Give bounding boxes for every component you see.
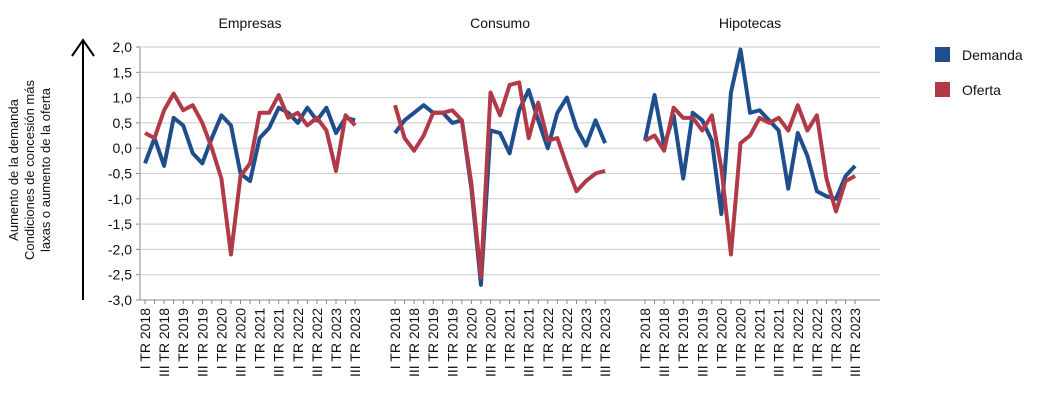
x-tick-label: I TR 2021: [752, 308, 768, 369]
x-tick-label: III TR 2021: [271, 308, 287, 377]
x-tick-label: III TR 2018: [156, 308, 172, 377]
y-tick-label: -2,5: [108, 267, 132, 283]
legend-swatch: [935, 47, 950, 62]
x-tick-label: III TR 2020: [733, 308, 749, 377]
x-tick-label: III TR 2023: [347, 308, 363, 377]
x-tick-label: I TR 2019: [175, 308, 191, 369]
y-tick-label: 1,5: [113, 64, 133, 80]
legend-label: Oferta: [962, 82, 1001, 98]
y-tick-label: 0,5: [113, 115, 133, 131]
series-line: [393, 88, 607, 287]
y-tick-label: -0,5: [108, 166, 132, 182]
x-tick-label: III TR 2019: [194, 308, 210, 377]
x-tick-label: III TR 2021: [771, 308, 787, 377]
x-tick-label: III TR 2022: [309, 308, 325, 377]
y-tick-label: -2,0: [108, 241, 132, 257]
x-tick-label: III TR 2022: [809, 308, 825, 377]
x-tick-label: I TR 2023: [828, 308, 844, 369]
y-axis-label: Aumento de la demanda: [6, 98, 21, 240]
legend-label: Demanda: [962, 47, 1023, 63]
x-tick-label: I TR 2018: [137, 308, 153, 369]
panel-title: Empresas: [219, 15, 282, 31]
x-tick-label: I TR 2019: [675, 308, 691, 369]
x-tick-label: III TR 2019: [444, 308, 460, 377]
series-line: [144, 91, 357, 257]
x-tick-label: I TR 2022: [540, 308, 556, 369]
x-tick-label: I TR 2018: [387, 308, 403, 369]
x-tick-label: III TR 2018: [406, 308, 422, 377]
x-tick-label: I TR 2022: [290, 308, 306, 369]
legend-swatch: [935, 82, 950, 97]
x-tick-label: I TR 2021: [502, 308, 518, 369]
x-tick-label: III TR 2022: [559, 308, 575, 377]
x-tick-label: I TR 2020: [463, 308, 479, 369]
series-line: [644, 103, 857, 257]
panel-title: Hipotecas: [719, 15, 781, 31]
x-tick-label: III TR 2023: [847, 308, 863, 377]
x-tick-label: I TR 2020: [713, 308, 729, 369]
x-tick-label: I TR 2022: [790, 308, 806, 369]
x-tick-label: III TR 2020: [233, 308, 249, 377]
y-tick-label: -1,5: [108, 216, 132, 232]
x-tick-label: III TR 2019: [694, 308, 710, 377]
y-axis-label: Condiciones de concesión más: [22, 80, 37, 260]
series-line: [393, 80, 606, 280]
x-tick-label: III TR 2023: [597, 308, 613, 377]
series-line: [643, 47, 857, 216]
x-tick-label: I TR 2023: [328, 308, 344, 369]
x-tick-label: I TR 2020: [213, 308, 229, 369]
y-tick-label: -3,0: [108, 292, 132, 308]
y-tick-label: 2,0: [113, 39, 133, 55]
y-tick-label: 1,0: [113, 90, 133, 106]
x-tick-label: I TR 2018: [637, 308, 653, 369]
y-tick-label: 0,0: [113, 140, 133, 156]
x-tick-label: I TR 2023: [578, 308, 594, 369]
y-axis-label: laxas o aumento de la oferta: [38, 87, 53, 252]
arrow-head: [71, 38, 95, 57]
y-tick-label: -1,0: [108, 191, 132, 207]
x-tick-label: III TR 2021: [521, 308, 537, 377]
series-line: [143, 105, 356, 184]
x-tick-label: I TR 2019: [425, 308, 441, 369]
x-tick-label: I TR 2021: [252, 308, 268, 369]
panel-title: Consumo: [470, 15, 530, 31]
x-tick-label: III TR 2020: [483, 308, 499, 377]
x-tick-label: III TR 2018: [656, 308, 672, 377]
